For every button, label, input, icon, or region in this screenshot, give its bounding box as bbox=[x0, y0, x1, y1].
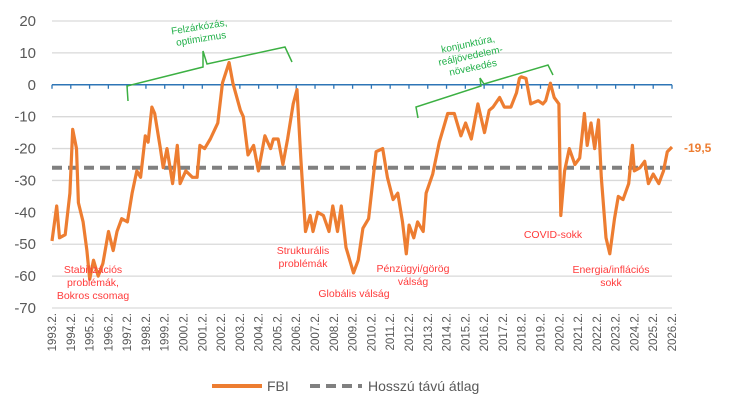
x-tick-label: 2025.2. bbox=[648, 313, 660, 351]
annotation-penzugyi: Pénzügyi/görög válság bbox=[377, 263, 450, 288]
y-tick-label: 0 bbox=[28, 77, 36, 94]
annotation-line: COVID-sokk bbox=[524, 229, 583, 241]
annotation-line: sokk bbox=[600, 277, 622, 289]
bracket-felzarkozas bbox=[126, 46, 293, 102]
x-tick-label: 1994.2. bbox=[66, 313, 78, 351]
x-tick-label: 2001.2. bbox=[197, 313, 209, 351]
x-tick-label: 1998.2. bbox=[141, 313, 153, 351]
zero-axis bbox=[51, 84, 673, 89]
x-tick-label: 1996.2. bbox=[103, 313, 115, 351]
y-tick-label: 20 bbox=[19, 13, 36, 30]
x-tick-label: 2018.2. bbox=[517, 313, 529, 351]
annotation-globalis: Globális válság bbox=[318, 288, 389, 300]
x-tick-label: 2010.2. bbox=[366, 313, 378, 351]
x-tick-label: 1993.2. bbox=[47, 313, 59, 351]
x-tick-label: 2021.2. bbox=[573, 313, 585, 351]
y-tick-label: -70 bbox=[14, 300, 36, 317]
fbi-series bbox=[50, 60, 674, 281]
annotation-felzarkozas: Felzárkózás, optimizmus bbox=[170, 18, 228, 49]
x-tick-label: 2024.2. bbox=[629, 313, 641, 351]
x-tick-label: 2020.2. bbox=[554, 313, 566, 351]
annotation-line: problémák bbox=[278, 258, 328, 270]
x-tick-label: 2005.2. bbox=[272, 313, 284, 351]
bracket-konjunktura bbox=[415, 64, 554, 119]
x-tick-label: 1997.2. bbox=[122, 313, 134, 351]
y-tick-label: -60 bbox=[14, 268, 36, 285]
x-tick-label: 2026.2. bbox=[667, 313, 679, 351]
end-value-label: -19,5 bbox=[684, 141, 712, 155]
x-tick-label: 2011.2. bbox=[385, 313, 397, 351]
x-tick-label: 2012.2. bbox=[404, 313, 416, 351]
x-tick-label: 2023.2. bbox=[611, 313, 623, 351]
y-tick-label: -50 bbox=[14, 236, 36, 253]
annotation-konjunktura: konjunktúra, reáljövedelem- növekedés bbox=[437, 34, 503, 79]
annotation-line: Globális válság bbox=[318, 288, 389, 300]
annotation-stabilizacio: Stabilizációs problémák, Bokros csomag bbox=[57, 264, 130, 302]
x-tick-label: 2003.2. bbox=[235, 313, 247, 351]
annotation-line: válság bbox=[398, 276, 429, 288]
x-tick-label: 1999.2. bbox=[160, 313, 172, 351]
x-tick-label: 2016.2. bbox=[479, 313, 491, 351]
annotation-line: Energia/inflációs bbox=[572, 264, 649, 276]
annotation-line: Pénzügyi/görög bbox=[377, 263, 450, 275]
x-tick-label: 2013.2. bbox=[423, 313, 435, 351]
x-tick-label: 2015.2. bbox=[460, 313, 472, 351]
y-tick-label: -30 bbox=[14, 172, 36, 189]
y-axis-labels: 20 10 0 -10 -20 -30 -40 -50 -60 -70 bbox=[14, 13, 36, 317]
x-tick-label: 2006.2. bbox=[291, 313, 303, 351]
annotation-line: Bokros csomag bbox=[57, 290, 130, 302]
legend-fbi-label: FBI bbox=[267, 378, 289, 394]
annotation-brackets bbox=[126, 46, 554, 119]
annotation-energia: Energia/inflációs sokk bbox=[572, 264, 649, 289]
x-tick-label: 2009.2. bbox=[348, 313, 360, 351]
x-tick-label: 2002.2. bbox=[216, 313, 228, 351]
x-tick-label: 2008.2. bbox=[329, 313, 341, 351]
x-tick-label: 2014.2. bbox=[442, 313, 454, 351]
x-tick-label: 1995.2. bbox=[85, 313, 97, 351]
annotation-line: Stabilizációs bbox=[64, 264, 122, 276]
y-tick-label: -10 bbox=[14, 109, 36, 126]
x-tick-label: 2000.2. bbox=[179, 313, 191, 351]
x-tick-label: 2004.2. bbox=[254, 313, 266, 351]
legend-average-label: Hosszú távú átlag bbox=[368, 378, 479, 394]
annotation-line: problémák, bbox=[67, 277, 119, 289]
annotation-strukturalis: Strukturális problémák bbox=[277, 245, 330, 270]
y-tick-label: -40 bbox=[14, 204, 36, 221]
y-tick-label: -20 bbox=[14, 141, 36, 158]
annotation-covid: COVID-sokk bbox=[524, 229, 583, 241]
legend: FBI Hosszú távú átlag bbox=[212, 378, 479, 394]
x-tick-label: 2007.2. bbox=[310, 313, 322, 351]
fbi-line bbox=[50, 60, 674, 281]
x-tick-label: 2022.2. bbox=[592, 313, 604, 351]
x-tick-label: 2017.2. bbox=[498, 313, 510, 351]
y-tick-label: 10 bbox=[19, 45, 36, 62]
annotation-line: Strukturális bbox=[277, 245, 330, 257]
x-tick-label: 2019.2. bbox=[535, 313, 547, 351]
x-axis-labels: 1993.2. 1994.2. 1995.2. 1996.2. 1997.2. 1998.… bbox=[47, 313, 679, 351]
